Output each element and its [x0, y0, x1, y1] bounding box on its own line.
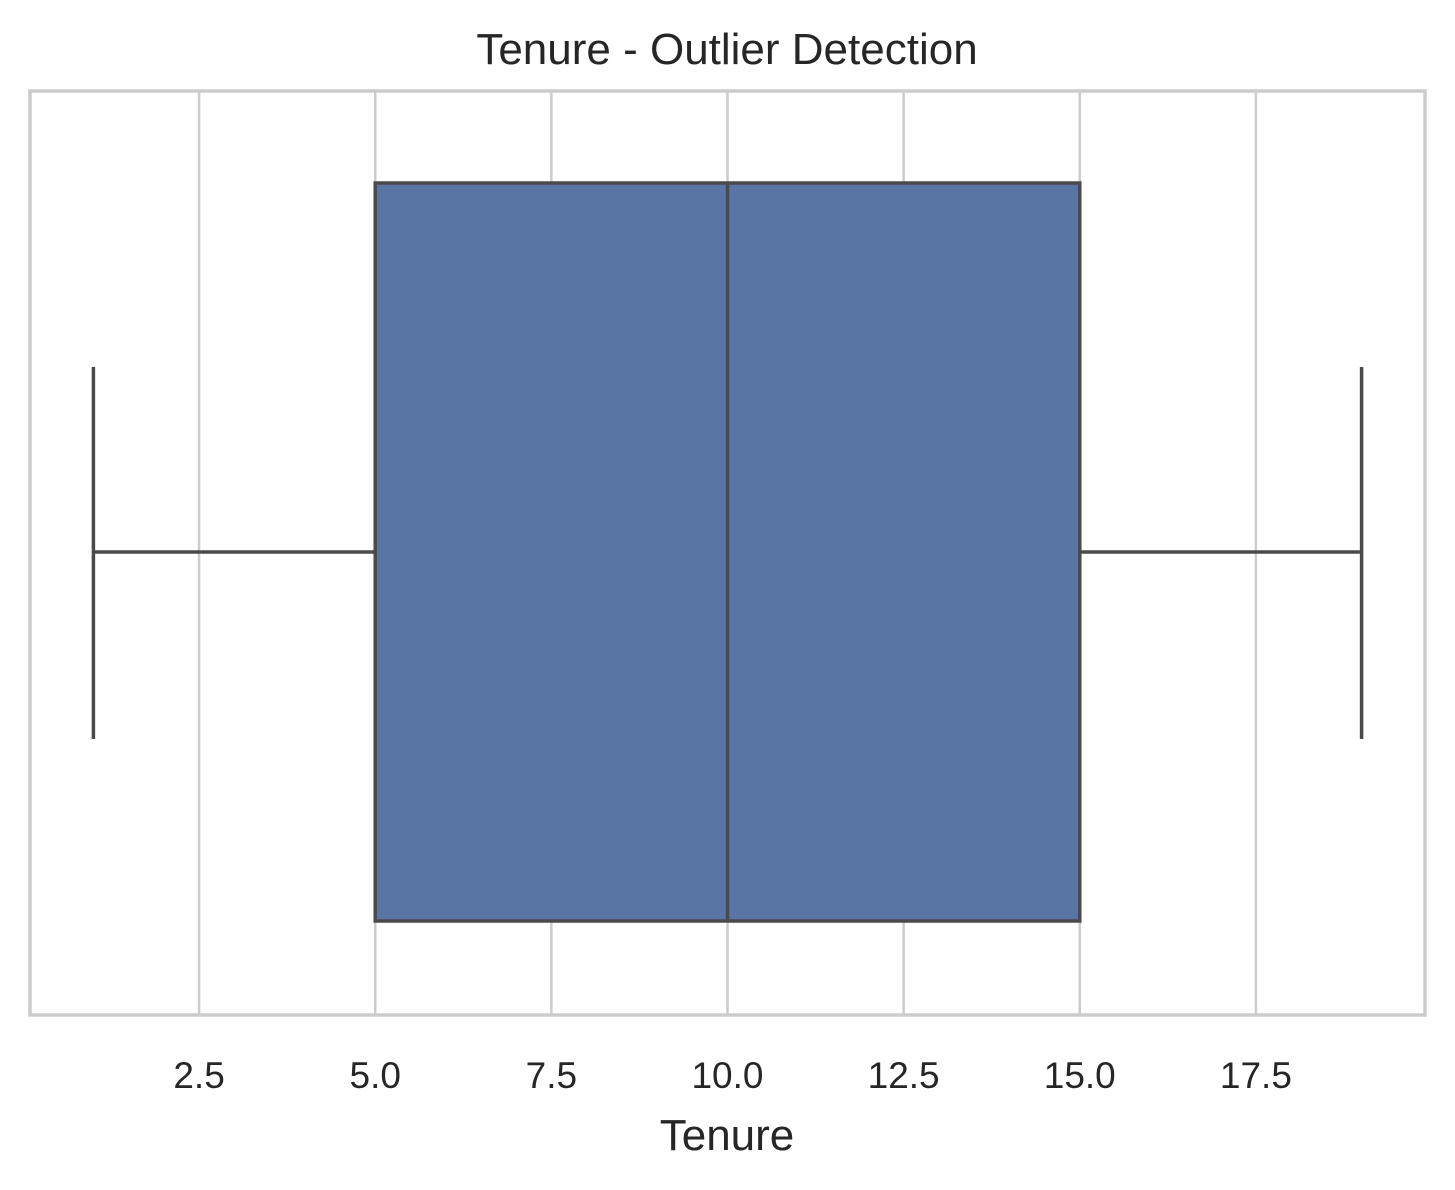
- x-tick-labels: 2.5 5.0 7.5 10.0 12.5 15.0 17.5: [173, 1055, 1292, 1096]
- x-tick-label: 7.5: [526, 1055, 577, 1096]
- x-tick-label: 5.0: [350, 1055, 401, 1096]
- x-tick-label: 17.5: [1220, 1055, 1292, 1096]
- x-tick-label: 10.0: [691, 1055, 763, 1096]
- x-tick-label: 15.0: [1044, 1055, 1116, 1096]
- chart-title: Tenure - Outlier Detection: [476, 25, 977, 74]
- box-plot: [91, 181, 1364, 923]
- x-tick-label: 12.5: [868, 1055, 940, 1096]
- x-axis-label: Tenure: [660, 1111, 795, 1160]
- plot-frame: [28, 89, 1427, 1017]
- x-tick-label: 2.5: [173, 1055, 224, 1096]
